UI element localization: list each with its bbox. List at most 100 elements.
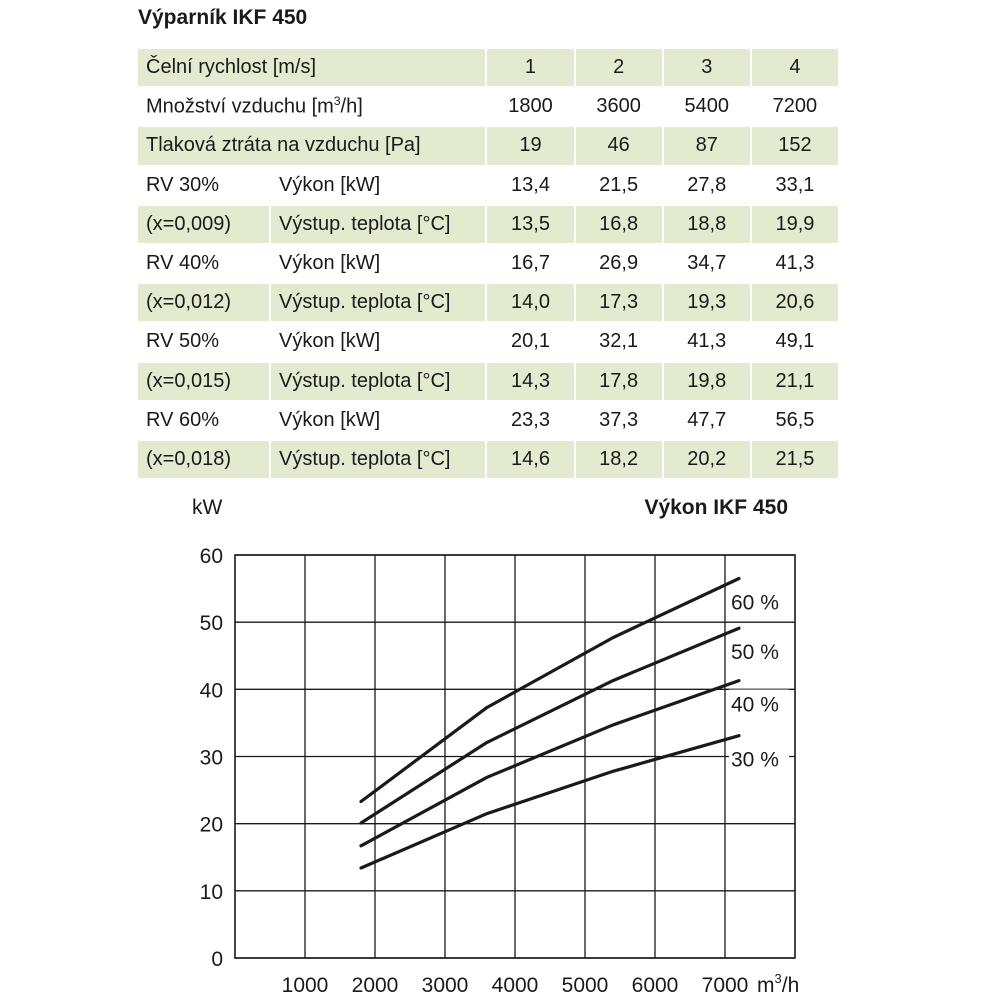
table-row: Tlaková ztráta na vzduchu [Pa] 19 46 87 152 [138, 125, 838, 165]
series-label: 30 % [731, 749, 779, 772]
series-line [359, 626, 741, 825]
power-chart: 1000 2000 3000 4000 5000 6000 7000 0 10 20 30 40 50 6… [192, 496, 799, 997]
y-axis-label: kW [192, 496, 223, 519]
table-cell: 4 [749, 47, 838, 87]
temp-cell: 20,2 [661, 438, 750, 479]
x-axis-label-part: m [757, 974, 775, 997]
temp-cell: 19,9 [749, 203, 838, 243]
temp-cell: 21,1 [749, 360, 838, 400]
temp-cell: 17,3 [573, 282, 662, 322]
temp-cell: 17,8 [573, 360, 662, 400]
row-label-sup: 3 [333, 94, 341, 109]
y-tick-label: 60 [200, 545, 223, 568]
x-tick-label: 1000 [282, 974, 329, 997]
table-row: RV 30% Výkon [kW] 13,4 21,5 27,8 33,1 [138, 164, 838, 204]
table-cell: 5400 [661, 86, 750, 126]
table-row: RV 50% Výkon [kW] 20,1 32,1 41,3 49,1 [138, 321, 838, 361]
temp-label: Výstup. teplota [°C] [269, 282, 486, 322]
humidity-label: (x=0,012) [138, 282, 270, 322]
power-cell: 27,8 [661, 164, 750, 204]
power-label: Výkon [kW] [269, 242, 486, 283]
table-cell: 1 [485, 47, 574, 87]
x-axis-label-part: /h [782, 974, 800, 997]
temp-cell: 20,6 [749, 282, 838, 322]
row-label: Tlaková ztráta na vzduchu [Pa] [138, 125, 486, 165]
series-label-bg [729, 587, 789, 616]
y-tick-label: 30 [200, 747, 223, 770]
power-cell: 21,5 [573, 164, 662, 204]
table-row: (x=0,015) Výstup. teplota [°C] 14,3 17,8 19,… [138, 360, 838, 400]
humidity-label: (x=0,009) [138, 203, 270, 243]
x-axis-label: m3/h [757, 971, 799, 997]
y-tick-label: 50 [200, 612, 223, 635]
series-line [359, 576, 741, 804]
table-cell: 3 [661, 47, 750, 87]
power-cell: 41,3 [661, 321, 750, 361]
row-label-text: Tlaková ztráta na vzduchu [Pa] [146, 134, 421, 157]
chart-title: Výkon IKF 450 [644, 496, 788, 519]
y-tick-label: 0 [211, 948, 223, 971]
humidity-label: (x=0,018) [138, 438, 270, 479]
row-label: Množství vzduchu [m3/h] [138, 86, 486, 125]
rv-label: RV 50% [138, 321, 270, 360]
table-cell: 19 [485, 125, 574, 165]
y-tick-label: 40 [200, 679, 223, 702]
row-label-text: Množství vzduchu [m [146, 96, 334, 119]
series-label: 60 % [731, 592, 779, 615]
table-row: (x=0,009) Výstup. teplota [°C] 13,5 16,8 18,… [138, 203, 838, 243]
table-cell: 1800 [485, 86, 574, 126]
power-cell: 47,7 [661, 399, 750, 439]
power-cell: 16,7 [485, 242, 574, 283]
series-line [359, 734, 741, 870]
temp-cell: 18,8 [661, 203, 750, 243]
rv-label: RV 30% [138, 164, 270, 204]
table-row: (x=0,018) Výstup. teplota [°C] 14,6 18,2 20,… [138, 438, 838, 479]
x-tick-label: 5000 [562, 974, 609, 997]
temp-cell: 14,6 [485, 438, 574, 479]
spec-table: Čelní rychlost [m/s] 1 2 3 4 Množství vzduchu… [138, 47, 838, 479]
table-row: Množství vzduchu [m3/h] 1800 3600 5400 7200 [138, 86, 838, 126]
x-tick-label: 2000 [352, 974, 399, 997]
temp-cell: 13,5 [485, 203, 574, 243]
temp-label: Výstup. teplota [°C] [269, 438, 486, 479]
table-cell: 87 [661, 125, 750, 165]
table-row: Čelní rychlost [m/s] 1 2 3 4 [138, 47, 838, 87]
y-tick-label: 20 [200, 814, 223, 837]
rv-label: RV 60% [138, 399, 270, 439]
power-cell: 34,7 [661, 242, 750, 283]
power-cell: 41,3 [749, 242, 838, 283]
table-cell: 46 [573, 125, 662, 165]
power-cell: 26,9 [573, 242, 662, 283]
power-cell: 37,3 [573, 399, 662, 439]
table-title: Výparník IKF 450 [138, 6, 308, 29]
x-tick-label: 3000 [422, 974, 469, 997]
table-row: RV 40% Výkon [kW] 16,7 26,9 34,7 41,3 [138, 242, 838, 283]
table-cell: 152 [749, 125, 838, 165]
temp-label: Výstup. teplota [°C] [269, 203, 486, 243]
series-label-bg [729, 689, 789, 718]
table-cell: 3600 [573, 86, 662, 126]
x-tick-label: 4000 [492, 974, 539, 997]
rv-label: RV 40% [138, 242, 270, 282]
temp-cell: 19,8 [661, 360, 750, 400]
series-label-bg [729, 637, 789, 666]
power-label: Výkon [kW] [269, 399, 486, 439]
power-cell: 56,5 [749, 399, 838, 439]
x-axis-label-part: 3 [775, 971, 782, 986]
temp-cell: 14,0 [485, 282, 574, 322]
row-label: Čelní rychlost [m/s] [138, 47, 486, 87]
power-label: Výkon [kW] [269, 321, 486, 361]
humidity-label: (x=0,015) [138, 360, 270, 400]
table-cell: 7200 [749, 86, 838, 126]
x-tick-label: 7000 [702, 974, 749, 997]
temp-cell: 16,8 [573, 203, 662, 243]
x-tick-label: 6000 [632, 974, 679, 997]
power-cell: 49,1 [749, 321, 838, 361]
power-cell: 23,3 [485, 399, 574, 439]
series-label: 40 % [731, 694, 779, 717]
y-tick-label: 10 [200, 881, 223, 904]
temp-cell: 18,2 [573, 438, 662, 479]
temp-cell: 21,5 [749, 438, 838, 479]
power-label: Výkon [kW] [269, 164, 486, 204]
series-label-bg [729, 744, 789, 773]
